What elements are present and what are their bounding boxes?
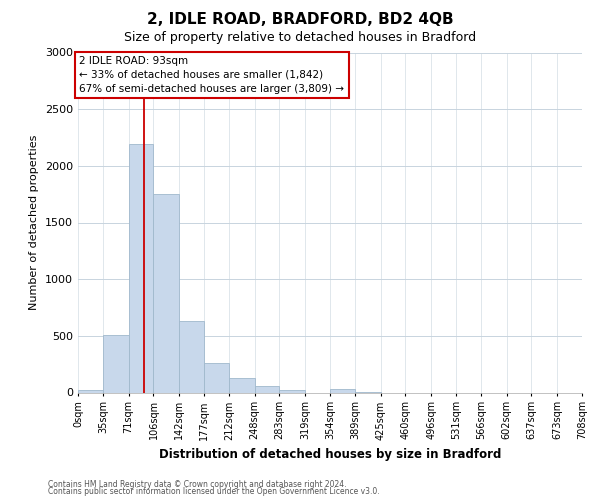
Bar bbox=[330, 389, 355, 392]
Bar bbox=[179, 321, 204, 392]
Y-axis label: Number of detached properties: Number of detached properties bbox=[29, 135, 40, 310]
Bar bbox=[154, 194, 179, 392]
Bar bbox=[280, 390, 305, 392]
Text: Size of property relative to detached houses in Bradford: Size of property relative to detached ho… bbox=[124, 31, 476, 44]
X-axis label: Distribution of detached houses by size in Bradford: Distribution of detached houses by size … bbox=[159, 448, 501, 461]
Bar bbox=[78, 390, 103, 392]
Bar bbox=[229, 378, 254, 392]
Text: 2 IDLE ROAD: 93sqm
← 33% of detached houses are smaller (1,842)
67% of semi-deta: 2 IDLE ROAD: 93sqm ← 33% of detached hou… bbox=[79, 56, 344, 94]
Text: Contains HM Land Registry data © Crown copyright and database right 2024.: Contains HM Land Registry data © Crown c… bbox=[48, 480, 347, 489]
Text: Contains public sector information licensed under the Open Government Licence v3: Contains public sector information licen… bbox=[48, 487, 380, 496]
Bar bbox=[254, 386, 280, 392]
Bar bbox=[128, 144, 154, 392]
Bar bbox=[204, 363, 229, 392]
Text: 2, IDLE ROAD, BRADFORD, BD2 4QB: 2, IDLE ROAD, BRADFORD, BD2 4QB bbox=[146, 12, 454, 28]
Bar bbox=[103, 334, 128, 392]
